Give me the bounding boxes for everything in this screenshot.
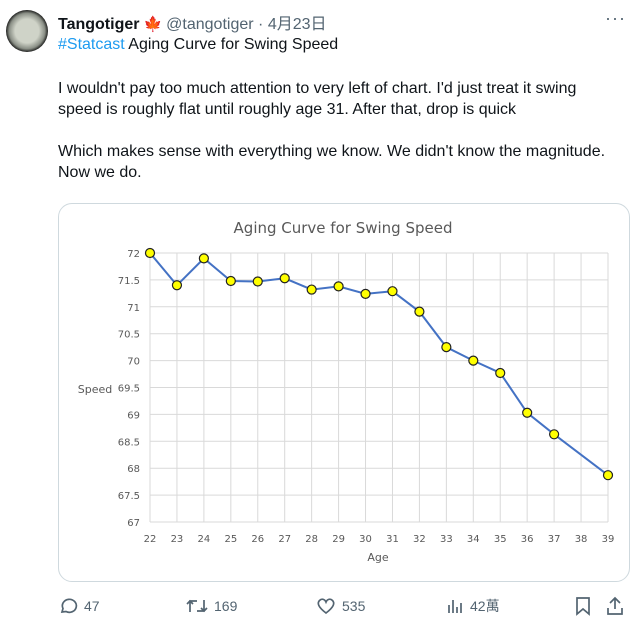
x-tick-label: 28 xyxy=(305,534,318,545)
y-tick-label: 72 xyxy=(127,249,140,260)
tweet-header: Tangotiger 🍁 @tangotiger · 4月23日 xyxy=(58,10,327,34)
chart-image[interactable]: Aging Curve for Swing Speed Speed Age 22… xyxy=(58,203,630,582)
tweet-headline: #Statcast Aging Curve for Swing Speed xyxy=(58,36,338,54)
y-tick-label: 67.5 xyxy=(118,491,140,502)
reply-button[interactable]: 47 xyxy=(58,596,100,616)
tweet-body: I wouldn't pay too much attention to ver… xyxy=(58,80,606,181)
data-point xyxy=(602,470,614,481)
y-tick-label: 67 xyxy=(127,518,140,529)
data-point xyxy=(468,355,479,366)
repost-button[interactable]: 169 xyxy=(186,596,237,616)
x-tick-label: 39 xyxy=(602,534,615,545)
bookmark-icon xyxy=(576,597,590,616)
bookmark-button[interactable] xyxy=(574,596,592,616)
views-button[interactable]: 42萬 xyxy=(446,596,500,616)
x-tick-label: 22 xyxy=(144,534,157,545)
data-point xyxy=(495,367,506,379)
more-options-icon[interactable]: ··· xyxy=(605,8,626,28)
x-tick-label: 32 xyxy=(413,534,426,545)
x-tick-label: 25 xyxy=(224,534,237,545)
views-count: 42萬 xyxy=(470,598,500,614)
series-line xyxy=(149,252,609,476)
data-point xyxy=(549,429,560,440)
x-tick-label: 34 xyxy=(467,534,480,545)
share-button[interactable] xyxy=(606,596,624,616)
x-tick-label: 37 xyxy=(548,534,561,545)
data-point xyxy=(333,281,344,292)
share-icon xyxy=(607,596,623,615)
reply-icon xyxy=(60,598,78,614)
like-button[interactable]: 535 xyxy=(316,596,365,616)
canada-flag-icon: 🍁 xyxy=(143,16,163,33)
avatar[interactable] xyxy=(6,10,48,52)
data-point xyxy=(441,342,452,353)
repost-icon xyxy=(186,599,208,613)
action-bar: 47 169 535 42萬 xyxy=(58,596,628,620)
y-tick-label: 70.5 xyxy=(118,330,140,341)
x-tick-label: 27 xyxy=(278,534,291,545)
data-point xyxy=(225,275,236,287)
reply-count: 47 xyxy=(84,598,100,614)
separator: · xyxy=(258,16,264,33)
data-point xyxy=(144,247,156,259)
views-icon xyxy=(448,600,462,613)
data-point xyxy=(414,306,425,317)
repost-count: 169 xyxy=(214,598,238,614)
chart-svg: Aging Curve for Swing Speed Speed Age 22… xyxy=(78,219,615,564)
x-tick-label: 33 xyxy=(440,534,453,545)
data-point xyxy=(279,273,290,284)
x-tick-label: 35 xyxy=(494,534,507,545)
data-point xyxy=(198,253,209,264)
like-count: 535 xyxy=(342,598,366,614)
y-axis-label: Speed xyxy=(78,383,112,396)
x-tick-label: 30 xyxy=(359,534,372,545)
x-tick-label: 31 xyxy=(386,534,399,545)
y-tick-label: 71 xyxy=(127,303,140,314)
y-tick-label: 71.5 xyxy=(118,276,140,287)
x-tick-label: 29 xyxy=(332,534,345,545)
data-point xyxy=(522,407,533,418)
y-tick-label: 69.5 xyxy=(118,384,140,395)
x-tick-label: 36 xyxy=(521,534,534,545)
data-point xyxy=(306,284,317,295)
hashtag-link[interactable]: #Statcast xyxy=(58,36,125,53)
author-name[interactable]: Tangotiger xyxy=(58,16,140,33)
x-tick-label: 23 xyxy=(171,534,184,545)
heart-icon xyxy=(317,598,335,615)
x-axis-label: Age xyxy=(367,551,389,564)
y-tick-label: 69 xyxy=(127,410,140,421)
headline-text: Aging Curve for Swing Speed xyxy=(124,36,339,53)
x-tick-label: 24 xyxy=(198,534,211,545)
x-tick-label: 38 xyxy=(575,534,588,545)
data-point xyxy=(171,280,183,291)
chart-title: Aging Curve for Swing Speed xyxy=(234,219,453,237)
data-point xyxy=(387,286,398,297)
y-tick-label: 70 xyxy=(127,357,140,368)
data-point xyxy=(252,276,263,287)
x-tick-label: 26 xyxy=(251,534,264,545)
y-tick-label: 68.5 xyxy=(118,437,140,448)
tweet-date[interactable]: 4月23日 xyxy=(267,16,327,33)
author-handle[interactable]: @tangotiger xyxy=(166,16,254,33)
y-tick-label: 68 xyxy=(127,464,140,475)
data-point xyxy=(360,288,371,299)
